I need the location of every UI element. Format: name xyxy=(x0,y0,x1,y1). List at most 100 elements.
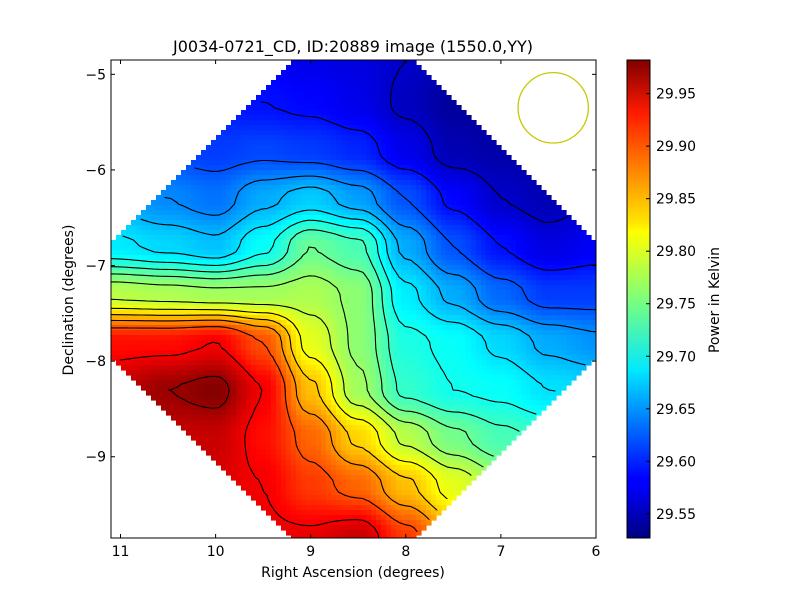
heatmap-cell xyxy=(266,175,272,181)
heatmap-cell xyxy=(471,225,477,231)
heatmap-cell xyxy=(516,180,522,186)
heatmap-cell xyxy=(386,165,392,171)
heatmap-cell xyxy=(411,360,417,366)
heatmap-cell xyxy=(546,325,552,331)
heatmap-cell xyxy=(361,205,367,211)
heatmap-cell xyxy=(181,365,187,371)
heatmap-cell xyxy=(381,330,387,336)
heatmap-cell xyxy=(501,250,507,256)
heatmap-cell xyxy=(256,135,262,141)
heatmap-cell xyxy=(266,185,272,191)
heatmap-cell xyxy=(286,320,292,326)
heatmap-cell xyxy=(186,250,192,256)
heatmap-cell xyxy=(216,295,222,301)
heatmap-cell xyxy=(501,320,507,326)
heatmap-cell xyxy=(386,375,392,381)
heatmap-cell xyxy=(156,285,162,291)
heatmap-cell xyxy=(451,265,457,271)
heatmap-cell xyxy=(176,340,182,346)
heatmap-cell xyxy=(291,115,297,121)
heatmap-cell xyxy=(566,260,572,266)
heatmap-cell xyxy=(436,115,442,121)
heatmap-cell xyxy=(591,310,596,316)
heatmap-cell xyxy=(581,230,587,236)
heatmap-cell xyxy=(316,350,322,356)
heatmap-cell xyxy=(171,285,177,291)
heatmap-cell xyxy=(276,140,282,146)
heatmap-cell xyxy=(341,60,347,66)
heatmap-cell xyxy=(591,245,596,251)
heatmap-cell xyxy=(181,170,187,176)
heatmap-cell xyxy=(346,100,352,106)
heatmap-cell xyxy=(386,180,392,186)
heatmap-cell xyxy=(356,360,362,366)
heatmap-cell xyxy=(326,375,332,381)
heatmap-cell xyxy=(431,145,437,151)
heatmap-cell xyxy=(231,160,237,166)
heatmap-cell xyxy=(321,120,327,126)
heatmap-cell xyxy=(116,330,122,336)
heatmap-cell xyxy=(446,175,452,181)
heatmap-cell xyxy=(266,170,272,176)
heatmap-cell xyxy=(146,295,152,301)
heatmap-cell xyxy=(521,345,527,351)
heatmap-cell xyxy=(351,195,357,201)
heatmap-cell xyxy=(326,185,332,191)
heatmap-cell xyxy=(356,385,362,391)
heatmap-cell xyxy=(496,375,502,381)
heatmap-cell xyxy=(206,315,212,321)
heatmap-cell xyxy=(541,230,547,236)
heatmap-cell xyxy=(506,255,512,261)
heatmap-cell xyxy=(501,340,507,346)
heatmap-cell xyxy=(326,105,332,111)
heatmap-cell xyxy=(326,385,332,391)
heatmap-cell xyxy=(566,295,572,301)
heatmap-cell xyxy=(386,320,392,326)
heatmap-cell xyxy=(361,265,367,271)
heatmap-cell xyxy=(126,310,132,316)
heatmap-cell xyxy=(286,340,292,346)
heatmap-cell xyxy=(301,175,307,181)
heatmap-cell xyxy=(286,80,292,86)
heatmap-cell xyxy=(281,210,287,216)
heatmap-cell xyxy=(481,195,487,201)
heatmap-cell xyxy=(511,235,517,241)
heatmap-cell xyxy=(351,175,357,181)
heatmap-cell xyxy=(501,165,507,171)
heatmap-cell xyxy=(481,255,487,261)
heatmap-cell xyxy=(526,225,532,231)
heatmap-cell xyxy=(311,340,317,346)
heatmap-cell xyxy=(236,340,242,346)
heatmap-cell xyxy=(141,290,147,296)
heatmap-cell xyxy=(126,260,132,266)
heatmap-cell xyxy=(291,165,297,171)
heatmap-cell xyxy=(446,200,452,206)
heatmap-cell xyxy=(551,295,557,301)
heatmap-cell xyxy=(481,330,487,336)
heatmap-cell xyxy=(346,95,352,101)
heatmap-cell xyxy=(551,230,557,236)
heatmap-cell xyxy=(161,200,167,206)
heatmap-cell xyxy=(421,135,427,141)
heatmap-cell xyxy=(286,315,292,321)
heatmap-cell xyxy=(436,225,442,231)
heatmap-cell xyxy=(461,170,467,176)
heatmap-cell xyxy=(446,330,452,336)
heatmap-cell xyxy=(421,85,427,91)
heatmap-cell xyxy=(176,235,182,241)
heatmap-cell xyxy=(156,295,162,301)
heatmap-cell xyxy=(276,85,282,91)
heatmap-cell xyxy=(441,265,447,271)
heatmap-cell xyxy=(391,335,397,341)
heatmap-cell xyxy=(471,355,477,361)
heatmap-cell xyxy=(186,240,192,246)
heatmap-cell xyxy=(171,385,177,391)
heatmap-cell xyxy=(221,350,227,356)
heatmap-cell xyxy=(391,220,397,226)
heatmap-cell xyxy=(406,160,412,166)
heatmap-cell xyxy=(286,270,292,276)
heatmap-cell xyxy=(421,340,427,346)
heatmap-cell xyxy=(516,245,522,251)
heatmap-cell xyxy=(436,215,442,221)
heatmap-cell xyxy=(126,245,132,251)
